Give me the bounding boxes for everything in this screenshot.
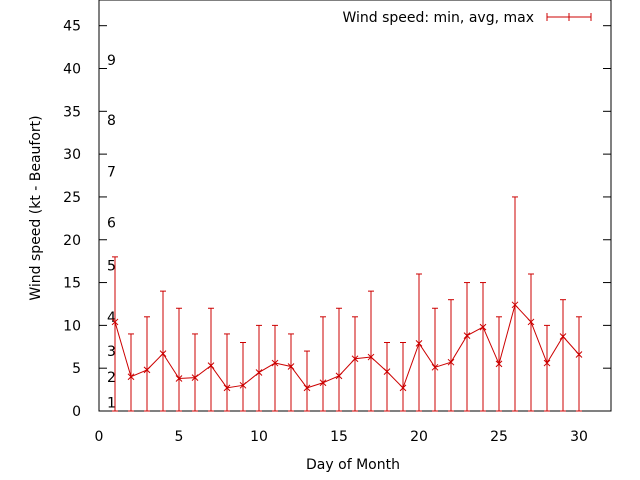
x-tick-label: 25	[490, 429, 508, 445]
beaufort-label: 1	[107, 395, 116, 411]
x-tick-label: 5	[175, 429, 184, 445]
x-tick-label: 30	[570, 429, 588, 445]
avg-point	[415, 340, 423, 347]
avg-point	[335, 372, 343, 380]
y-tick-label: 25	[63, 190, 81, 206]
legend: Wind speed: min, avg, max	[342, 10, 592, 26]
avg-point	[383, 368, 391, 375]
avg-line	[114, 303, 580, 389]
y-tick-label: 5	[72, 361, 81, 377]
avg-point	[271, 359, 279, 367]
beaufort-scale: 1 2 3 4 5 6 7 8 9	[107, 53, 116, 412]
beaufort-label: 9	[107, 53, 116, 69]
y-axis-title: Wind speed (kt - Beaufort)	[28, 115, 44, 300]
avg-point	[255, 369, 263, 376]
y-tick-label: 35	[63, 104, 81, 120]
x-axis: 0 5 10 15 20 25 30	[95, 403, 588, 445]
avg-point	[559, 333, 567, 340]
avg-point	[111, 318, 119, 326]
avg-point	[303, 384, 311, 392]
beaufort-label: 5	[107, 258, 116, 274]
x-tick-label: 15	[330, 429, 348, 445]
avg-point	[351, 355, 359, 363]
x-axis-title: Day of Month	[306, 457, 400, 473]
avg-point	[479, 323, 487, 331]
y-tick-label: 30	[63, 147, 81, 163]
avg-point	[159, 350, 167, 357]
avg-point	[495, 360, 503, 368]
series-wind-speed	[111, 196, 583, 412]
x-tick-label: 20	[410, 429, 428, 445]
y-tick-label: 0	[72, 404, 81, 420]
avg-point	[575, 351, 583, 358]
avg-point	[287, 363, 295, 370]
avg-point	[431, 363, 439, 371]
avg-point	[463, 332, 471, 340]
y-tick-label: 40	[63, 62, 81, 78]
avg-point	[207, 362, 215, 369]
legend-label: Wind speed: min, avg, max	[342, 10, 534, 26]
avg-point	[447, 358, 455, 366]
beaufort-label: 4	[107, 310, 116, 326]
y-tick-label: 20	[63, 233, 81, 249]
avg-point	[175, 375, 183, 382]
avg-point	[511, 301, 519, 309]
avg-point	[319, 379, 327, 387]
avg-point	[143, 366, 151, 374]
x-tick-label: 0	[95, 429, 104, 445]
avg-point	[191, 374, 199, 381]
beaufort-label: 6	[107, 216, 116, 232]
avg-point	[527, 318, 535, 326]
avg-point	[367, 353, 375, 361]
beaufort-label: 2	[107, 370, 116, 386]
beaufort-label: 8	[107, 113, 116, 129]
avg-point	[127, 373, 135, 381]
avg-point	[543, 359, 551, 367]
avg-point	[223, 384, 231, 392]
beaufort-label: 7	[107, 164, 116, 180]
y-tick-label: 10	[63, 318, 81, 334]
y-tick-label: 15	[63, 276, 81, 292]
y-tick-label: 45	[63, 19, 81, 35]
avg-point	[239, 381, 247, 389]
x-tick-label: 10	[250, 429, 268, 445]
avg-point	[399, 384, 407, 392]
beaufort-label: 3	[107, 344, 116, 360]
